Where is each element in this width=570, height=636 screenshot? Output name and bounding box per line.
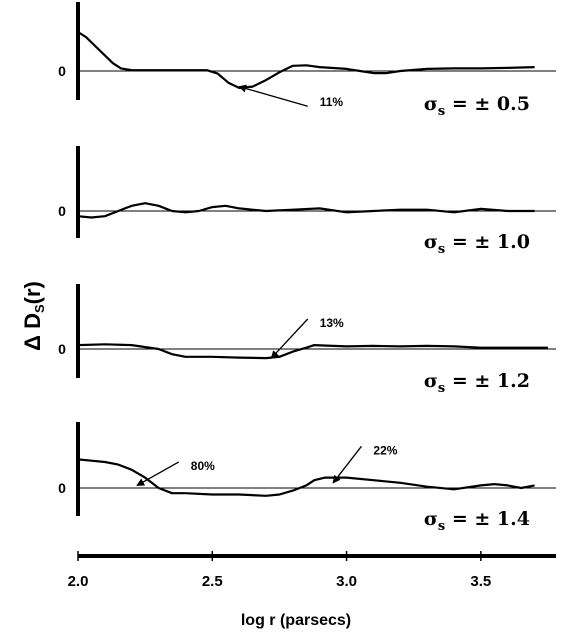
- annotation-label: 11%: [320, 95, 344, 109]
- annotation-arrow: [332, 445, 362, 484]
- series-line: [77, 202, 535, 219]
- annotation-arrow: [238, 84, 308, 107]
- annotation-label: 13%: [320, 316, 344, 330]
- annotation-label: 80%: [191, 459, 215, 473]
- sigma-label: σs = ± 1.0: [424, 231, 530, 257]
- y-axis-label: Δ DS(r): [20, 281, 47, 351]
- zero-label: 0: [58, 203, 66, 219]
- series-line: [77, 31, 535, 90]
- annotation-arrow: [136, 461, 180, 486]
- annotation-label: 22%: [373, 443, 397, 457]
- sigma-label: σs = ± 1.2: [424, 370, 530, 396]
- sigma-label: σs = ± 1.4: [424, 508, 530, 534]
- panel-1: 0 σs = ± 0.5 11%: [58, 2, 556, 119]
- panel-2: 0 σs = ± 1.0: [58, 146, 556, 257]
- series-line: [77, 458, 535, 497]
- zero-label: 0: [58, 341, 66, 357]
- x-tick-label: 2.0: [68, 573, 89, 590]
- x-tick-label: 3.5: [470, 573, 491, 590]
- x-axis: 2.0 2.5 3.0 3.5: [68, 551, 556, 590]
- x-axis-label: log r (parsecs): [241, 612, 351, 629]
- x-tick-label: 2.5: [202, 573, 223, 590]
- zero-label: 0: [58, 63, 66, 79]
- series-line: [77, 343, 548, 360]
- sigma-label: σs = ± 0.5: [424, 93, 530, 119]
- x-tick-label: 3.0: [336, 573, 357, 590]
- zero-label: 0: [58, 480, 66, 496]
- panel-3: 0 σs = ± 1.2 13%: [58, 284, 556, 396]
- annotation-arrow: [270, 318, 309, 359]
- panel-4: 0 σs = ± 1.4 80% 22%: [58, 422, 556, 534]
